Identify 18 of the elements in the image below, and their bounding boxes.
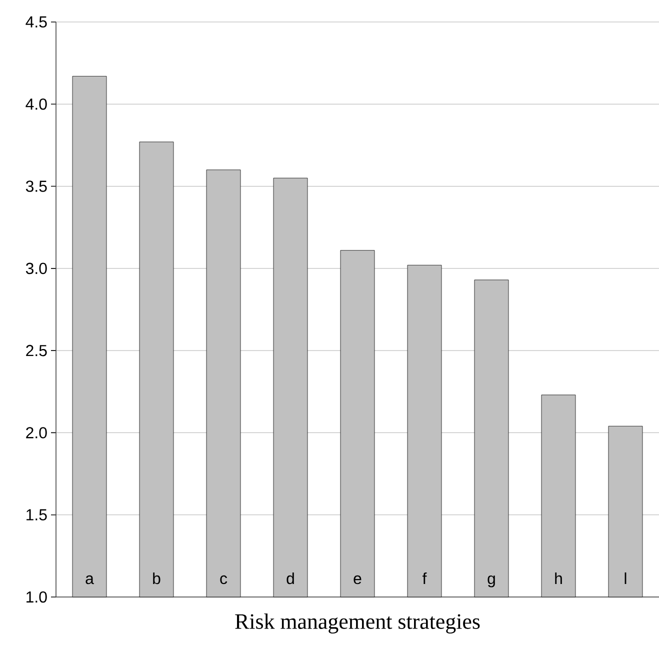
x-tick-label: a bbox=[86, 575, 94, 584]
x-tick-label: g bbox=[488, 575, 495, 588]
y-tick-label: 2.0 bbox=[26, 427, 47, 438]
y-tick-label: 3.5 bbox=[26, 180, 47, 192]
x-tick-label: h bbox=[555, 572, 562, 584]
x-tick-label: b bbox=[153, 572, 160, 584]
x-tick-label: c bbox=[220, 575, 228, 584]
y-tick-label: 2.5 bbox=[26, 344, 47, 356]
y-tick-label: 1.0 bbox=[26, 591, 47, 603]
x-tick-label: l bbox=[624, 572, 626, 584]
x-tick-label: d bbox=[286, 572, 294, 584]
y-tick-label: 1.5 bbox=[26, 509, 47, 520]
x-tick-label: f bbox=[422, 572, 427, 584]
x-tick-label: e bbox=[354, 575, 362, 584]
x-axis-title: Risk management strategies bbox=[235, 614, 480, 634]
y-tick-label: 4.5 bbox=[26, 16, 47, 28]
y-tick-label: 3.0 bbox=[26, 262, 47, 274]
y-tick-label: 4.0 bbox=[26, 98, 47, 110]
